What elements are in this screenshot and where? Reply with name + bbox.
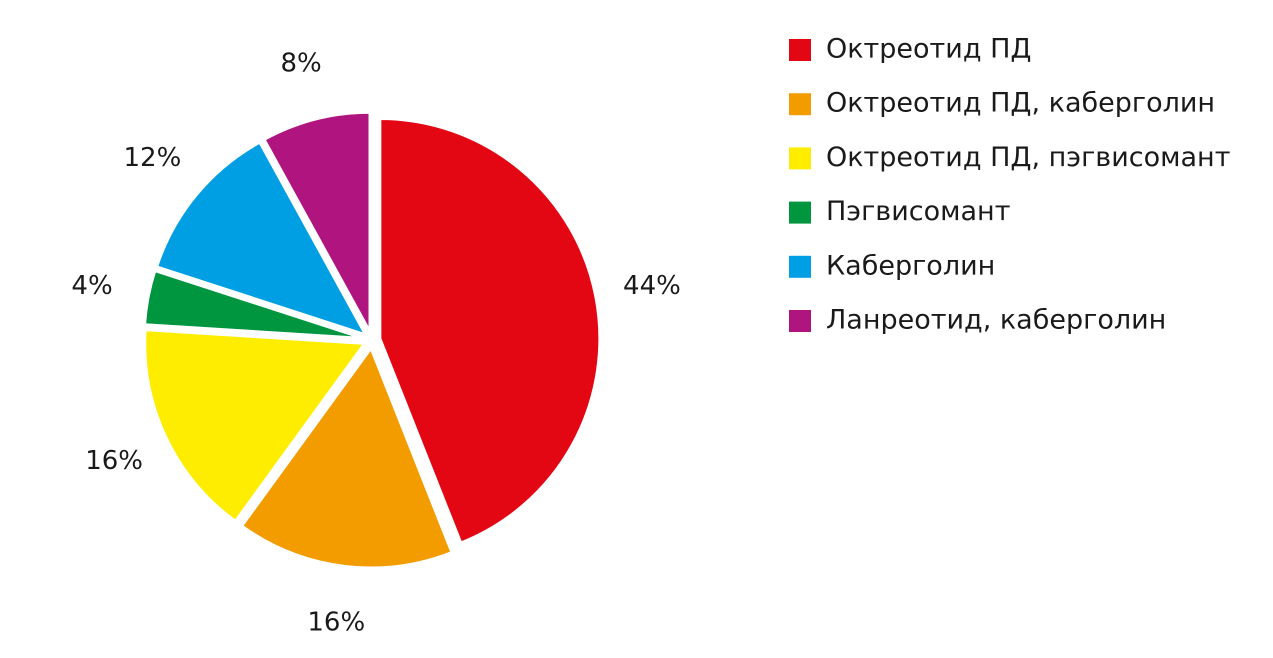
pie-slice: [261, 110, 372, 333]
slice-label: 8%: [280, 48, 321, 78]
pie-slice: [239, 344, 454, 570]
legend-swatch: [789, 39, 811, 61]
legend-swatch: [789, 93, 811, 116]
legend-label: Октреотид ПД: [826, 34, 1031, 65]
legend-swatch: [789, 201, 811, 224]
slice-label: 4%: [71, 271, 112, 301]
legend-label: Пэгвисомант: [826, 196, 1010, 227]
legend-label: Октреотид ПД, пэгвисомант: [826, 142, 1230, 173]
pie-slice: [154, 140, 369, 338]
legend-swatch: [789, 310, 811, 332]
pie-slice: [378, 116, 602, 546]
slice-label: 16%: [307, 607, 365, 637]
legend-label: Октреотид ПД, каберголин: [826, 88, 1215, 119]
legend-label: Ланреотид, каберголин: [826, 305, 1166, 336]
legend-swatch: [789, 147, 811, 170]
slice-label: 12%: [124, 143, 182, 173]
pie-slice: [143, 328, 368, 524]
slice-label: 16%: [85, 446, 143, 476]
slice-label: 44%: [623, 271, 681, 301]
pie-slice: [142, 268, 365, 340]
legend-label: Каберголин: [826, 250, 995, 281]
legend-swatch: [789, 255, 811, 278]
